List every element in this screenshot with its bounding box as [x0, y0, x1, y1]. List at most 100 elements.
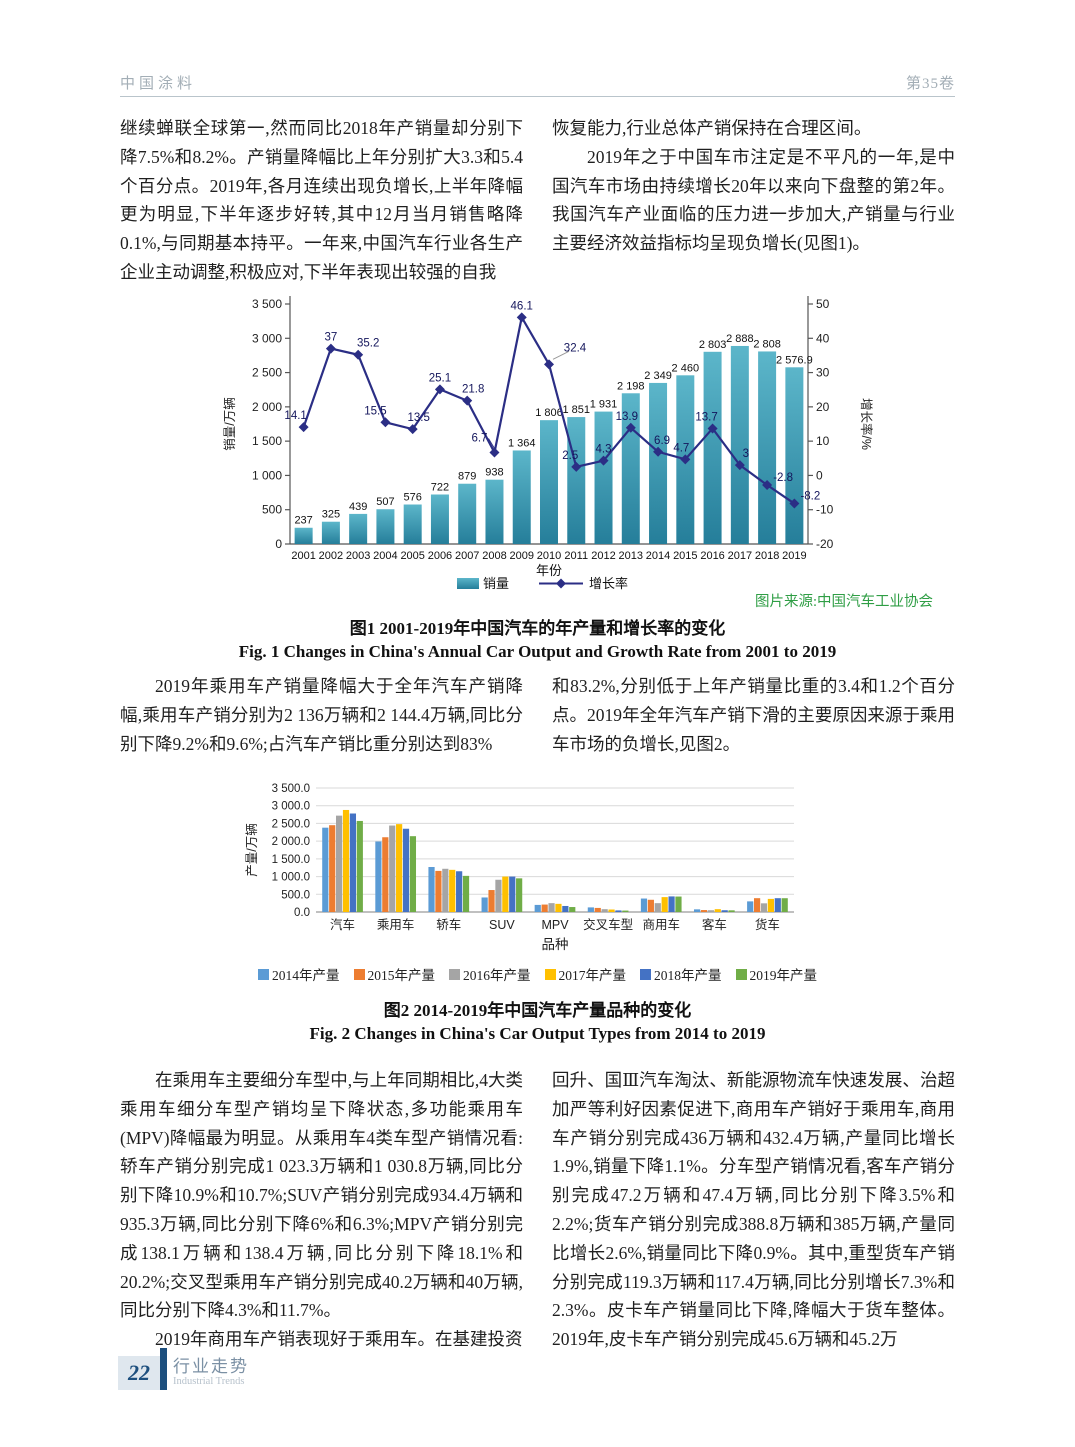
svg-text:439: 439 [349, 501, 367, 513]
figure1: 0 500 1 000 1 500 2 000 2 500 3 000 3 500 -20 -10… [120, 288, 955, 662]
paragraph: 继续蝉联全球第一,然而同比2018年产销量却分别下降7.5%和8.2%。产销量降… [120, 118, 523, 282]
svg-text:1 500: 1 500 [252, 434, 282, 448]
svg-text:15.5: 15.5 [364, 405, 386, 417]
output-bar [548, 903, 555, 912]
sales-bar [703, 351, 722, 544]
svg-text:21.8: 21.8 [462, 384, 484, 396]
svg-text:客车: 客车 [702, 917, 727, 932]
svg-text:13.7: 13.7 [695, 411, 717, 423]
output-bar [481, 897, 488, 912]
svg-text:2 500.0: 2 500.0 [272, 818, 310, 830]
column-right: 回升、国Ⅲ汽车淘汰、新能源物流车快速发展、治超加严等利好因素促进下,商用车产销好… [552, 1066, 955, 1354]
output-bar [382, 837, 389, 912]
legend-swatch [640, 968, 651, 980]
legend-growth-marker [556, 578, 566, 589]
text-block-bottom: 在乘用车主要细分车型中,与上年同期相比,4大类乘用车细分车型产销均呈下降状态,多… [120, 1066, 955, 1354]
legend-label: 2018年产量 [654, 968, 722, 983]
page-header: 中国涂料 第35卷 [120, 72, 955, 97]
output-bar [753, 898, 761, 912]
svg-text:2 000.0: 2 000.0 [272, 836, 310, 848]
output-bar [608, 909, 615, 912]
svg-text:2017: 2017 [728, 550, 752, 562]
svg-text:507: 507 [376, 496, 394, 508]
svg-text:32.4: 32.4 [564, 342, 587, 354]
svg-text:1 931: 1 931 [590, 399, 618, 411]
svg-text:2018: 2018 [755, 550, 779, 562]
svg-text:2 198: 2 198 [617, 380, 645, 392]
svg-text:25.1: 25.1 [429, 372, 451, 384]
svg-text:2019: 2019 [782, 550, 806, 562]
paragraph: 2019年商用车产销表现好于乘用车。在基建投资 [155, 1329, 523, 1350]
svg-text:3 500.0: 3 500.0 [272, 783, 310, 795]
growth-marker [598, 455, 609, 466]
output-bar [342, 809, 350, 912]
svg-text:汽车: 汽车 [330, 917, 355, 932]
svg-text:2010: 2010 [537, 550, 561, 562]
output-bar [647, 899, 654, 912]
text-block-middle: 2019年乘用车产销量降幅大于全年汽车产销降幅,乘用车产销分别为2 136万辆和… [120, 672, 955, 758]
sales-bar [458, 483, 477, 544]
svg-text:MPV: MPV [541, 918, 569, 932]
svg-text:6.7: 6.7 [471, 432, 487, 444]
output-bar [396, 824, 403, 912]
svg-text:2 888: 2 888 [726, 333, 754, 345]
paragraph: 恢复能力,行业总体产销保持在合理区间。 [552, 118, 872, 138]
output-bar [375, 841, 382, 912]
svg-text:37: 37 [324, 332, 337, 344]
growth-marker [571, 461, 582, 472]
column-left: 2019年乘用车产销量降幅大于全年汽车产销降幅,乘用车产销分别为2 136万辆和… [120, 672, 523, 758]
svg-text:-20: -20 [816, 537, 834, 551]
svg-text:938: 938 [485, 467, 503, 479]
column-left: 在乘用车主要细分车型中,与上年同期相比,4大类乘用车细分车型产销均呈下降状态,多… [120, 1066, 523, 1354]
growth-marker [516, 312, 527, 323]
sales-bar [430, 494, 449, 544]
figure2-legend: 2014年产量 2015年产量 2016年产量 2017年产量 2018年产量 2019年… [120, 964, 955, 984]
svg-text:1 500.0: 1 500.0 [272, 854, 310, 866]
svg-text:2 808: 2 808 [753, 338, 781, 350]
growth-marker [707, 423, 718, 434]
figure2-caption-cn: 图2 2014-2019年中国汽车产量品种的变化 [383, 1001, 692, 1020]
legend-label: 2016年产量 [463, 968, 531, 983]
output-bar [456, 871, 463, 912]
svg-text:1 806: 1 806 [535, 407, 563, 419]
svg-text:2015: 2015 [673, 550, 697, 562]
sales-bar [567, 417, 586, 544]
svg-text:0: 0 [816, 468, 823, 482]
figure2-chart: 0.0 500.0 1 000.0 1 500.0 2 000.0 2 500.0 3 00… [245, 783, 794, 952]
svg-text:产量/万辆: 产量/万辆 [245, 823, 259, 876]
growth-marker [407, 424, 418, 435]
svg-text:2 000: 2 000 [252, 400, 282, 414]
svg-text:2007: 2007 [455, 550, 479, 562]
footer-section: 行业走势 Industrial Trends [173, 1358, 249, 1388]
legend-item: 2018年产量 [640, 964, 722, 984]
output-bar [781, 898, 788, 912]
growth-marker [653, 446, 664, 457]
sales-bar [730, 345, 749, 544]
svg-text:14.1: 14.1 [284, 410, 306, 422]
svg-text:SUV: SUV [489, 918, 515, 932]
output-bar [594, 907, 601, 912]
legend-item: 2014年产量 [258, 964, 340, 984]
svg-text:0: 0 [275, 537, 282, 551]
figure1-caption-cn: 图1 2001-2019年中国汽车的年产量和增长率的变化 [349, 619, 726, 638]
growth-marker [325, 343, 336, 354]
svg-text:325: 325 [322, 509, 340, 521]
svg-text:轿车: 轿车 [436, 917, 461, 932]
svg-text:2008: 2008 [482, 550, 506, 562]
legend-item: 2017年产量 [544, 964, 626, 984]
svg-text:2001: 2001 [291, 550, 315, 562]
growth-marker [734, 460, 745, 471]
output-bar [774, 898, 781, 912]
output-bar [661, 897, 668, 912]
legend-item: 2015年产量 [353, 964, 435, 984]
svg-text:2.5: 2.5 [562, 450, 578, 462]
svg-text:50: 50 [816, 297, 830, 311]
svg-text:乘用车: 乘用车 [377, 917, 415, 932]
journal-name: 中国涂料 [120, 76, 197, 92]
output-bar [675, 896, 682, 912]
growth-marker [789, 498, 800, 509]
output-bar [747, 901, 754, 912]
growth-marker [680, 454, 691, 465]
